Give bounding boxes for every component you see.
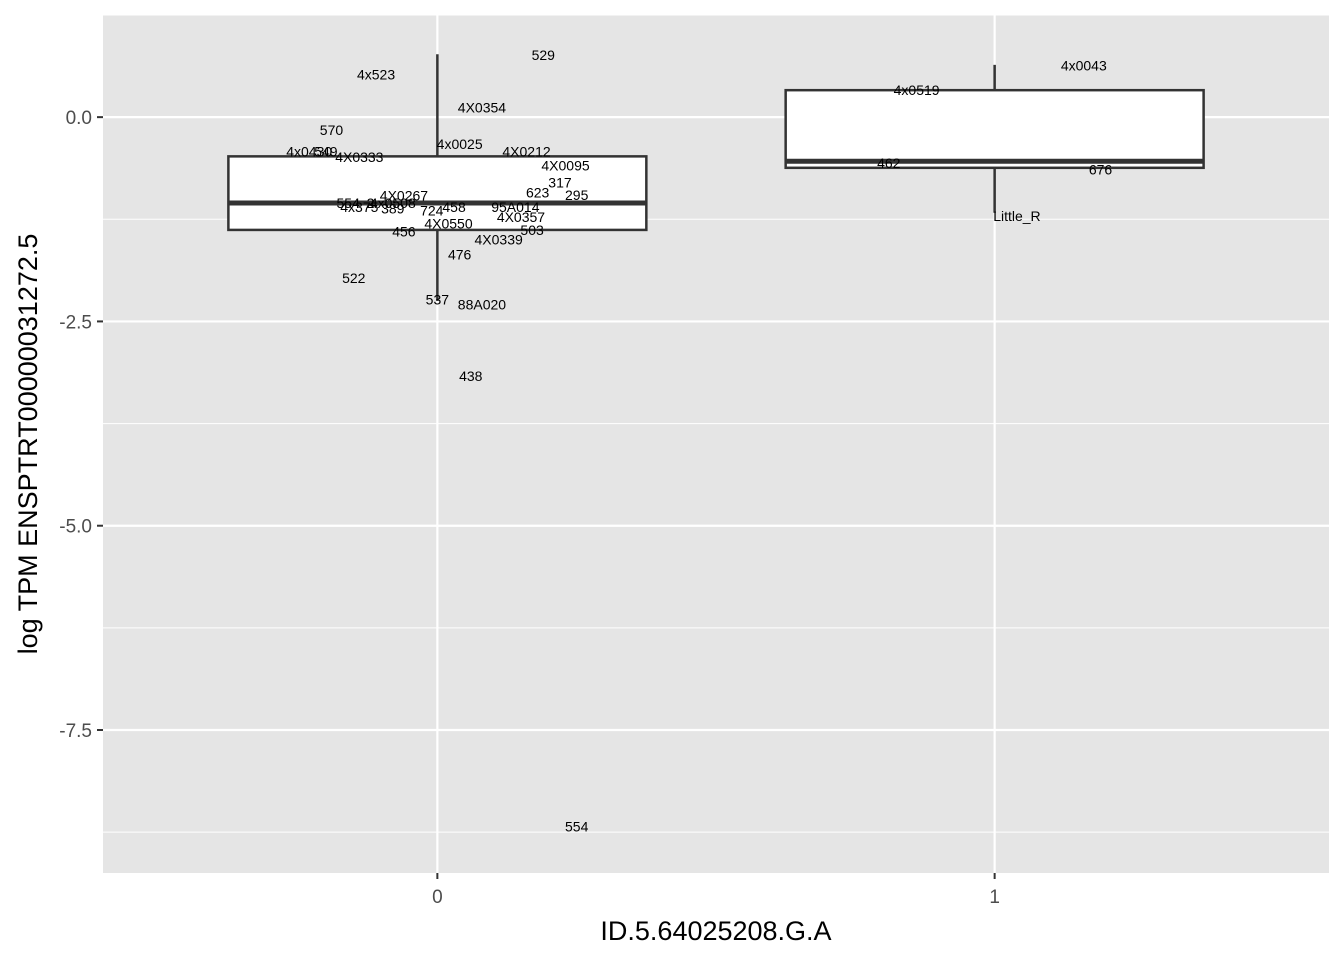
y-tick-label: 0.0	[66, 108, 92, 129]
sample-label: 476	[448, 246, 472, 262]
sample-label: 4X0339	[475, 232, 523, 248]
sample-label: 4x0508	[370, 195, 416, 211]
box-iqr	[784, 88, 1205, 170]
sample-label: 438	[459, 368, 483, 384]
sample-label: 458	[442, 199, 466, 215]
sample-label: 4x0430	[286, 143, 332, 159]
box-iqr	[227, 155, 648, 232]
x-tick-label: 0	[432, 887, 443, 908]
sample-label: 95A014	[491, 199, 539, 215]
sample-label: 537	[426, 291, 450, 307]
sample-label: 462	[877, 155, 901, 171]
y-tick-label: -5.0	[59, 517, 92, 538]
boxes	[227, 54, 1205, 301]
sample-label: 724	[420, 202, 444, 218]
sample-label: 4x0043	[1061, 58, 1107, 74]
x-tick-label: 1	[989, 887, 1000, 908]
sample-label: 2	[367, 195, 375, 211]
sample-label: 4X0212	[502, 143, 550, 159]
axes: 0.0 -2.5 -5.0 -7.5 0 1	[59, 108, 1000, 908]
sample-label: 570	[320, 122, 344, 138]
sample-label: 554	[337, 195, 361, 211]
sample-label: 4X0357	[497, 209, 545, 225]
sample-label: 317	[548, 175, 572, 191]
sample-label: 4x0519	[894, 82, 940, 98]
sample-label: 4X0267	[380, 188, 428, 204]
sample-label: 389	[381, 201, 405, 217]
sample-label: 4x375	[340, 199, 378, 215]
y-tick-label: -7.5	[59, 721, 92, 742]
x-axis-title: ID.5.64025208.G.A	[600, 916, 831, 946]
sample-label: Little_R	[993, 208, 1040, 224]
y-tick-label: -2.5	[59, 312, 92, 333]
sample-label: 88A020	[458, 296, 506, 312]
sample-label: 295	[565, 187, 589, 203]
sample-label: 4x523	[357, 67, 395, 83]
sample-label: 4X0354	[458, 99, 506, 115]
sample-label: 529	[532, 47, 556, 63]
sample-label: 503	[520, 222, 544, 238]
sample-label: 4X0333	[335, 149, 383, 165]
sample-label: 522	[342, 270, 366, 286]
sample-label: 554	[565, 818, 589, 834]
sample-label: 676	[1089, 161, 1113, 177]
sample-label: 4X0550	[424, 215, 472, 231]
sample-label: 549	[314, 143, 338, 159]
sample-label: 4x0025	[437, 136, 483, 152]
sample-label: 623	[526, 184, 550, 200]
sample-label: 456	[392, 224, 416, 240]
sample-label: 4X0095	[541, 157, 589, 173]
y-axis-title: log TPM ENSPTRT00000031272.5	[13, 234, 43, 655]
grid-lines	[103, 14, 1329, 873]
